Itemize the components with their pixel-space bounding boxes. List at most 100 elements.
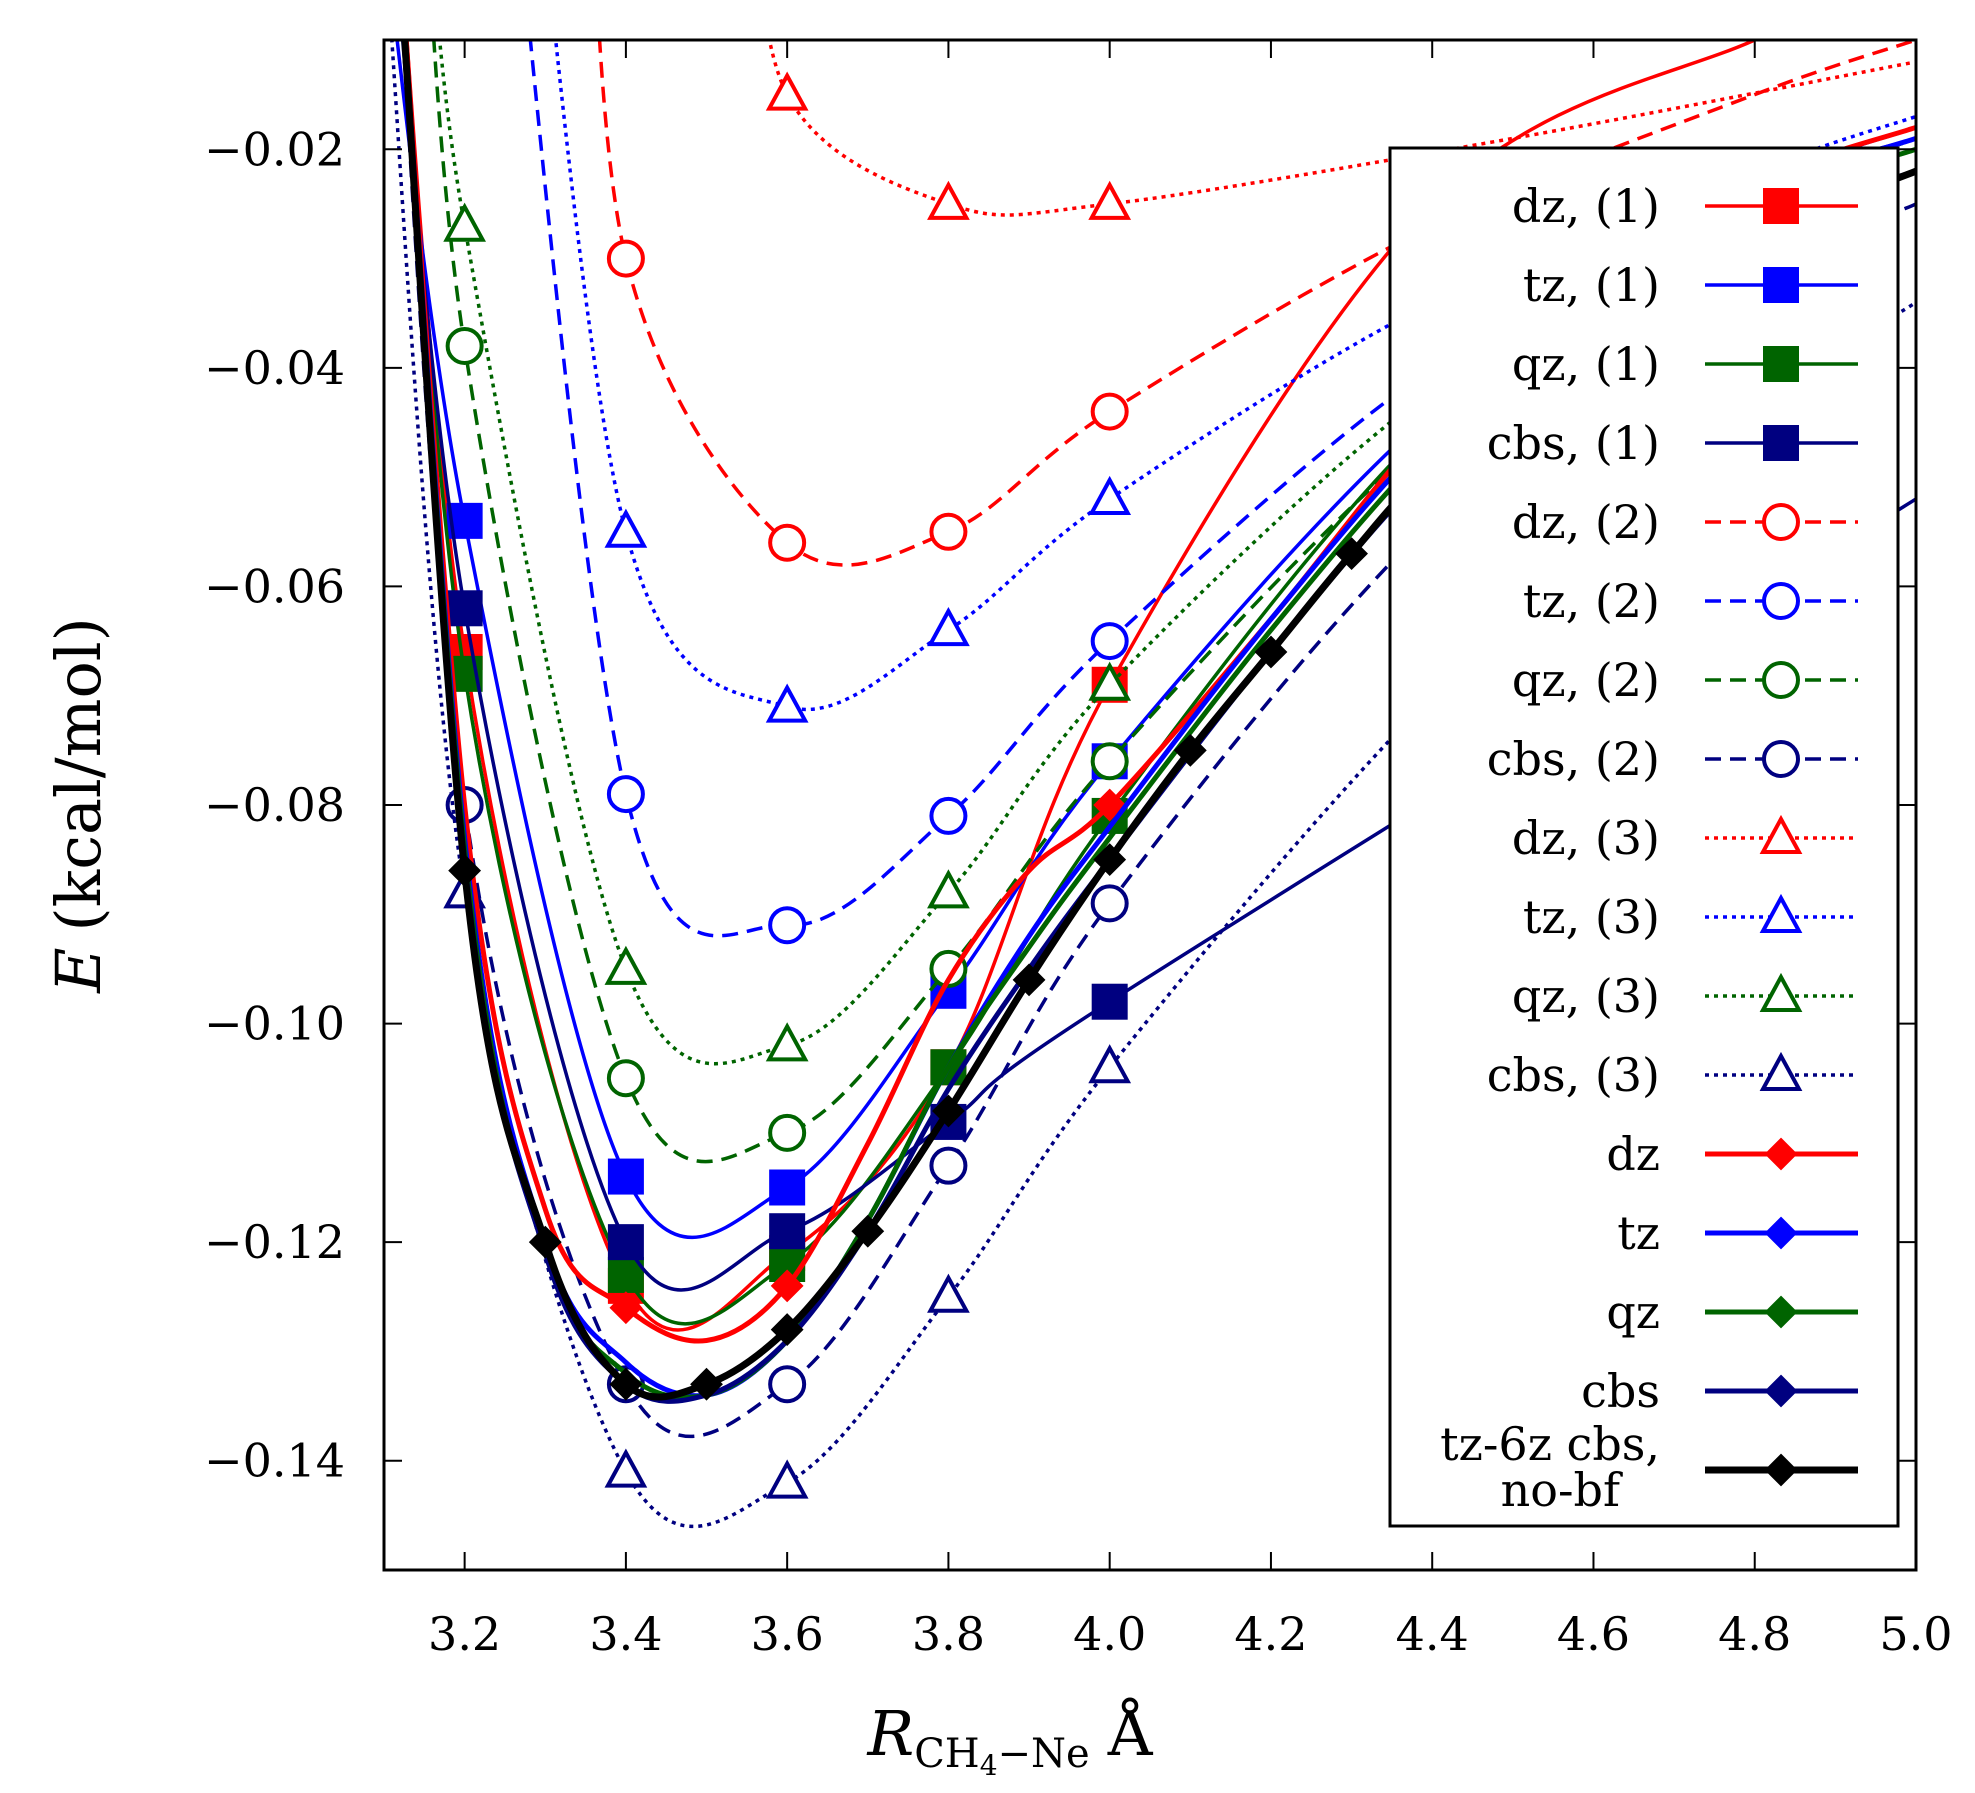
y-axis-title-unit: (kcal/mol) (42, 617, 115, 931)
series-dz-3 (765, 40, 1916, 220)
y-axis-title-main: E (42, 948, 115, 994)
x-axis-title-subscript-tail: −Ne (998, 1731, 1090, 1777)
data-point-qz-3 (765, 1022, 809, 1062)
series-line-dz-2 (597, 40, 1916, 567)
x-tick-label: 4.8 (1718, 1607, 1791, 1661)
series-line-dz-1 (405, 40, 1760, 1332)
legend-item-dz-3: dz, (3) (1512, 811, 1858, 865)
data-point-tz-2 (929, 796, 968, 835)
data-point-tz-6z-cbs-no-bf (1093, 843, 1127, 877)
legend-item-tz-2: tz, (2) (1523, 574, 1858, 628)
legend-label: dz, (1) (1512, 179, 1660, 233)
legend-item-tz-6z-cbs-no-bf: tz-6z cbs,no-bf (1440, 1417, 1858, 1517)
x-axis-title: RCH4−Ne Å (867, 1697, 1154, 1782)
x-tick-label: 4.2 (1234, 1607, 1307, 1661)
y-tick-label: −0.12 (204, 1215, 345, 1269)
legend-item-qz-2: qz, (2) (1512, 653, 1858, 707)
y-tick-label: −0.02 (204, 122, 345, 176)
data-point-tz-3 (927, 606, 970, 647)
data-point-tz-3 (604, 508, 648, 548)
data-point-qz-2 (929, 949, 968, 988)
series-qz-3 (437, 40, 1916, 1066)
legend-label: tz, (3) (1523, 890, 1660, 944)
legend-item-tz: tz (1617, 1206, 1858, 1260)
x-tick-label: 3.8 (912, 1607, 985, 1661)
y-tick-label: −0.10 (204, 997, 345, 1051)
x-tick-label: 3.4 (589, 1607, 662, 1661)
ticks-layer: 3.2 3.4 3.6 3.8 4.0 4.2 4.4 4.6 4.8 5.0 −0.14 −0.12… (204, 40, 1953, 1661)
data-point-tz-6z-cbs-no-bf (1173, 733, 1207, 767)
data-point-cbs-3 (1088, 1044, 1132, 1084)
y-tick-label: −0.06 (204, 559, 345, 613)
legend-item-cbs-2: cbs, (2) (1487, 732, 1858, 786)
data-point-qz-3 (604, 945, 648, 985)
legend-label: tz, (2) (1523, 574, 1660, 628)
legend-swatch-marker (1762, 661, 1800, 699)
data-point-tz-6z-cbs-no-bf (448, 854, 482, 887)
data-point-cbs-2 (929, 1146, 968, 1185)
legend-label: qz, (3) (1512, 969, 1660, 1023)
legend-swatch-marker (1763, 188, 1799, 224)
legend-swatch-marker (1762, 503, 1800, 541)
data-point-tz-1 (607, 1158, 644, 1195)
data-point-qz-2 (606, 1059, 645, 1098)
data-point-dz (1093, 788, 1127, 822)
x-tick-label: 5.0 (1879, 1607, 1952, 1661)
data-point-tz-2 (606, 775, 645, 814)
legend-swatch-marker (1764, 1295, 1798, 1329)
legend-swatch-marker (1763, 425, 1799, 461)
legend-swatch-marker (1764, 1137, 1798, 1171)
legend-swatch-marker (1764, 1374, 1798, 1408)
legend-item-dz: dz (1606, 1127, 1858, 1181)
y-tick-label: −0.14 (204, 1434, 345, 1488)
legend-item-qz: qz (1606, 1285, 1858, 1339)
data-point-dz (609, 1291, 643, 1325)
x-axis-title-subscript-sub: 4 (980, 1749, 998, 1782)
data-point-dz-2 (1090, 392, 1129, 431)
y-tick-label: −0.08 (204, 778, 345, 832)
legend-swatch-marker (1763, 346, 1799, 382)
legend-label: dz, (3) (1512, 811, 1660, 865)
legend-label-line: no-bf (1501, 1463, 1623, 1517)
data-point-cbs-2 (1090, 884, 1129, 923)
data-point-qz-3 (927, 869, 970, 909)
data-point-dz-2 (929, 512, 968, 551)
x-tick-label: 4.6 (1557, 1607, 1630, 1661)
x-tick-label: 3.6 (751, 1607, 824, 1661)
data-point-cbs-3 (765, 1459, 809, 1499)
y-axis-title: E (kcal/mol) (42, 617, 115, 994)
data-point-dz-3 (927, 180, 970, 220)
legend-label: cbs (1581, 1364, 1660, 1418)
legend-label: qz, (1) (1512, 337, 1660, 391)
legend-item-tz-1: tz, (1) (1523, 258, 1858, 312)
data-point-tz-6z-cbs-no-bf (528, 1225, 562, 1259)
y-tick-label: −0.04 (204, 341, 345, 395)
x-axis-title-main: R (867, 1697, 915, 1770)
x-axis-title-subscript: CH (914, 1731, 980, 1777)
series-cbs-1 (400, 40, 1916, 1292)
legend-label: dz (1606, 1127, 1660, 1181)
legend: dz, (1) tz, (1) qz, (1) cbs, (1) dz, (2) tz, … (1388, 146, 1900, 1528)
legend-item-cbs: cbs (1581, 1364, 1858, 1418)
data-point-qz-2 (1090, 742, 1129, 781)
data-point-tz-6z-cbs-no-bf (851, 1214, 885, 1248)
data-point-qz-2 (768, 1113, 807, 1152)
legend-swatch-marker (1763, 267, 1799, 303)
legend-swatch-marker (1759, 1051, 1803, 1091)
data-point-dz-2 (768, 523, 807, 562)
data-point-tz-1 (769, 1169, 806, 1206)
x-axis-title-unit: Å (1107, 1697, 1154, 1770)
data-point-cbs-1 (769, 1213, 806, 1250)
data-point-qz-3 (443, 202, 487, 242)
data-point-tz-6z-cbs-no-bf (609, 1367, 643, 1401)
legend-item-qz-3: qz, (3) (1512, 969, 1858, 1023)
legend-swatch-marker (1762, 740, 1800, 778)
x-tick-label: 3.2 (428, 1607, 501, 1661)
legend-label: qz (1606, 1285, 1660, 1339)
data-point-tz-6z-cbs-no-bf (690, 1367, 723, 1401)
legend-swatch-marker (1764, 1453, 1798, 1487)
x-tick-label: 4.4 (1396, 1607, 1469, 1661)
series-tz-3 (553, 40, 1916, 723)
legend-label: qz, (2) (1512, 653, 1660, 707)
